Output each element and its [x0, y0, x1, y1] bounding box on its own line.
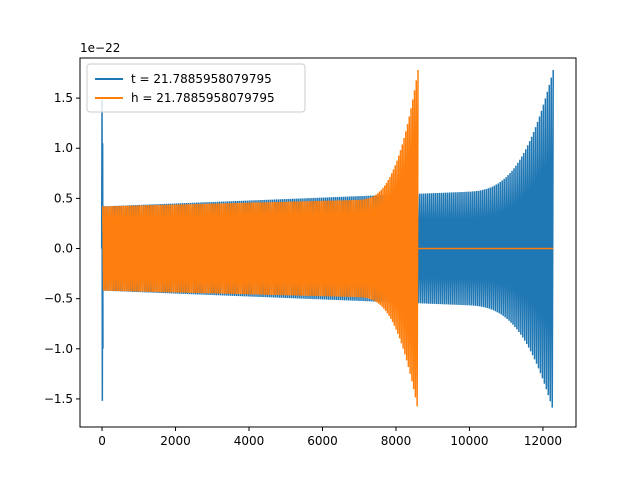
x-tick-label: 4000 — [234, 434, 265, 448]
y-axis-ticks: −1.5 −1.0 −0.5 0.0 0.5 1.0 1.5 — [44, 91, 80, 406]
legend-box — [86, 63, 306, 113]
legend: t = 21.7885958079795 h = 21.7885958079795 — [86, 63, 306, 113]
plot-area — [100, 70, 554, 408]
y-tick-label: 1.5 — [54, 91, 73, 105]
y-tick-label: −1.5 — [44, 392, 73, 406]
x-tick-label: 2000 — [160, 434, 191, 448]
x-tick-label: 10000 — [450, 434, 488, 448]
legend-label: t = 21.7885958079795 — [131, 72, 272, 86]
x-axis-ticks: 0 2000 4000 6000 8000 10000 12000 — [98, 427, 562, 448]
y-tick-label: 0.5 — [54, 191, 73, 205]
y-tick-label: −0.5 — [44, 292, 73, 306]
x-tick-label: 8000 — [381, 434, 412, 448]
y-tick-label: −1.0 — [44, 342, 73, 356]
x-tick-label: 6000 — [307, 434, 338, 448]
legend-label: h = 21.7885958079795 — [131, 91, 275, 105]
x-tick-label: 0 — [98, 434, 106, 448]
y-tick-label: 1.0 — [54, 141, 73, 155]
series-line-h — [102, 70, 419, 407]
y-offset-label: 1e−22 — [80, 41, 120, 55]
axes-frame — [79, 57, 577, 428]
y-tick-label: 0.0 — [54, 242, 73, 256]
x-tick-label: 12000 — [524, 434, 562, 448]
